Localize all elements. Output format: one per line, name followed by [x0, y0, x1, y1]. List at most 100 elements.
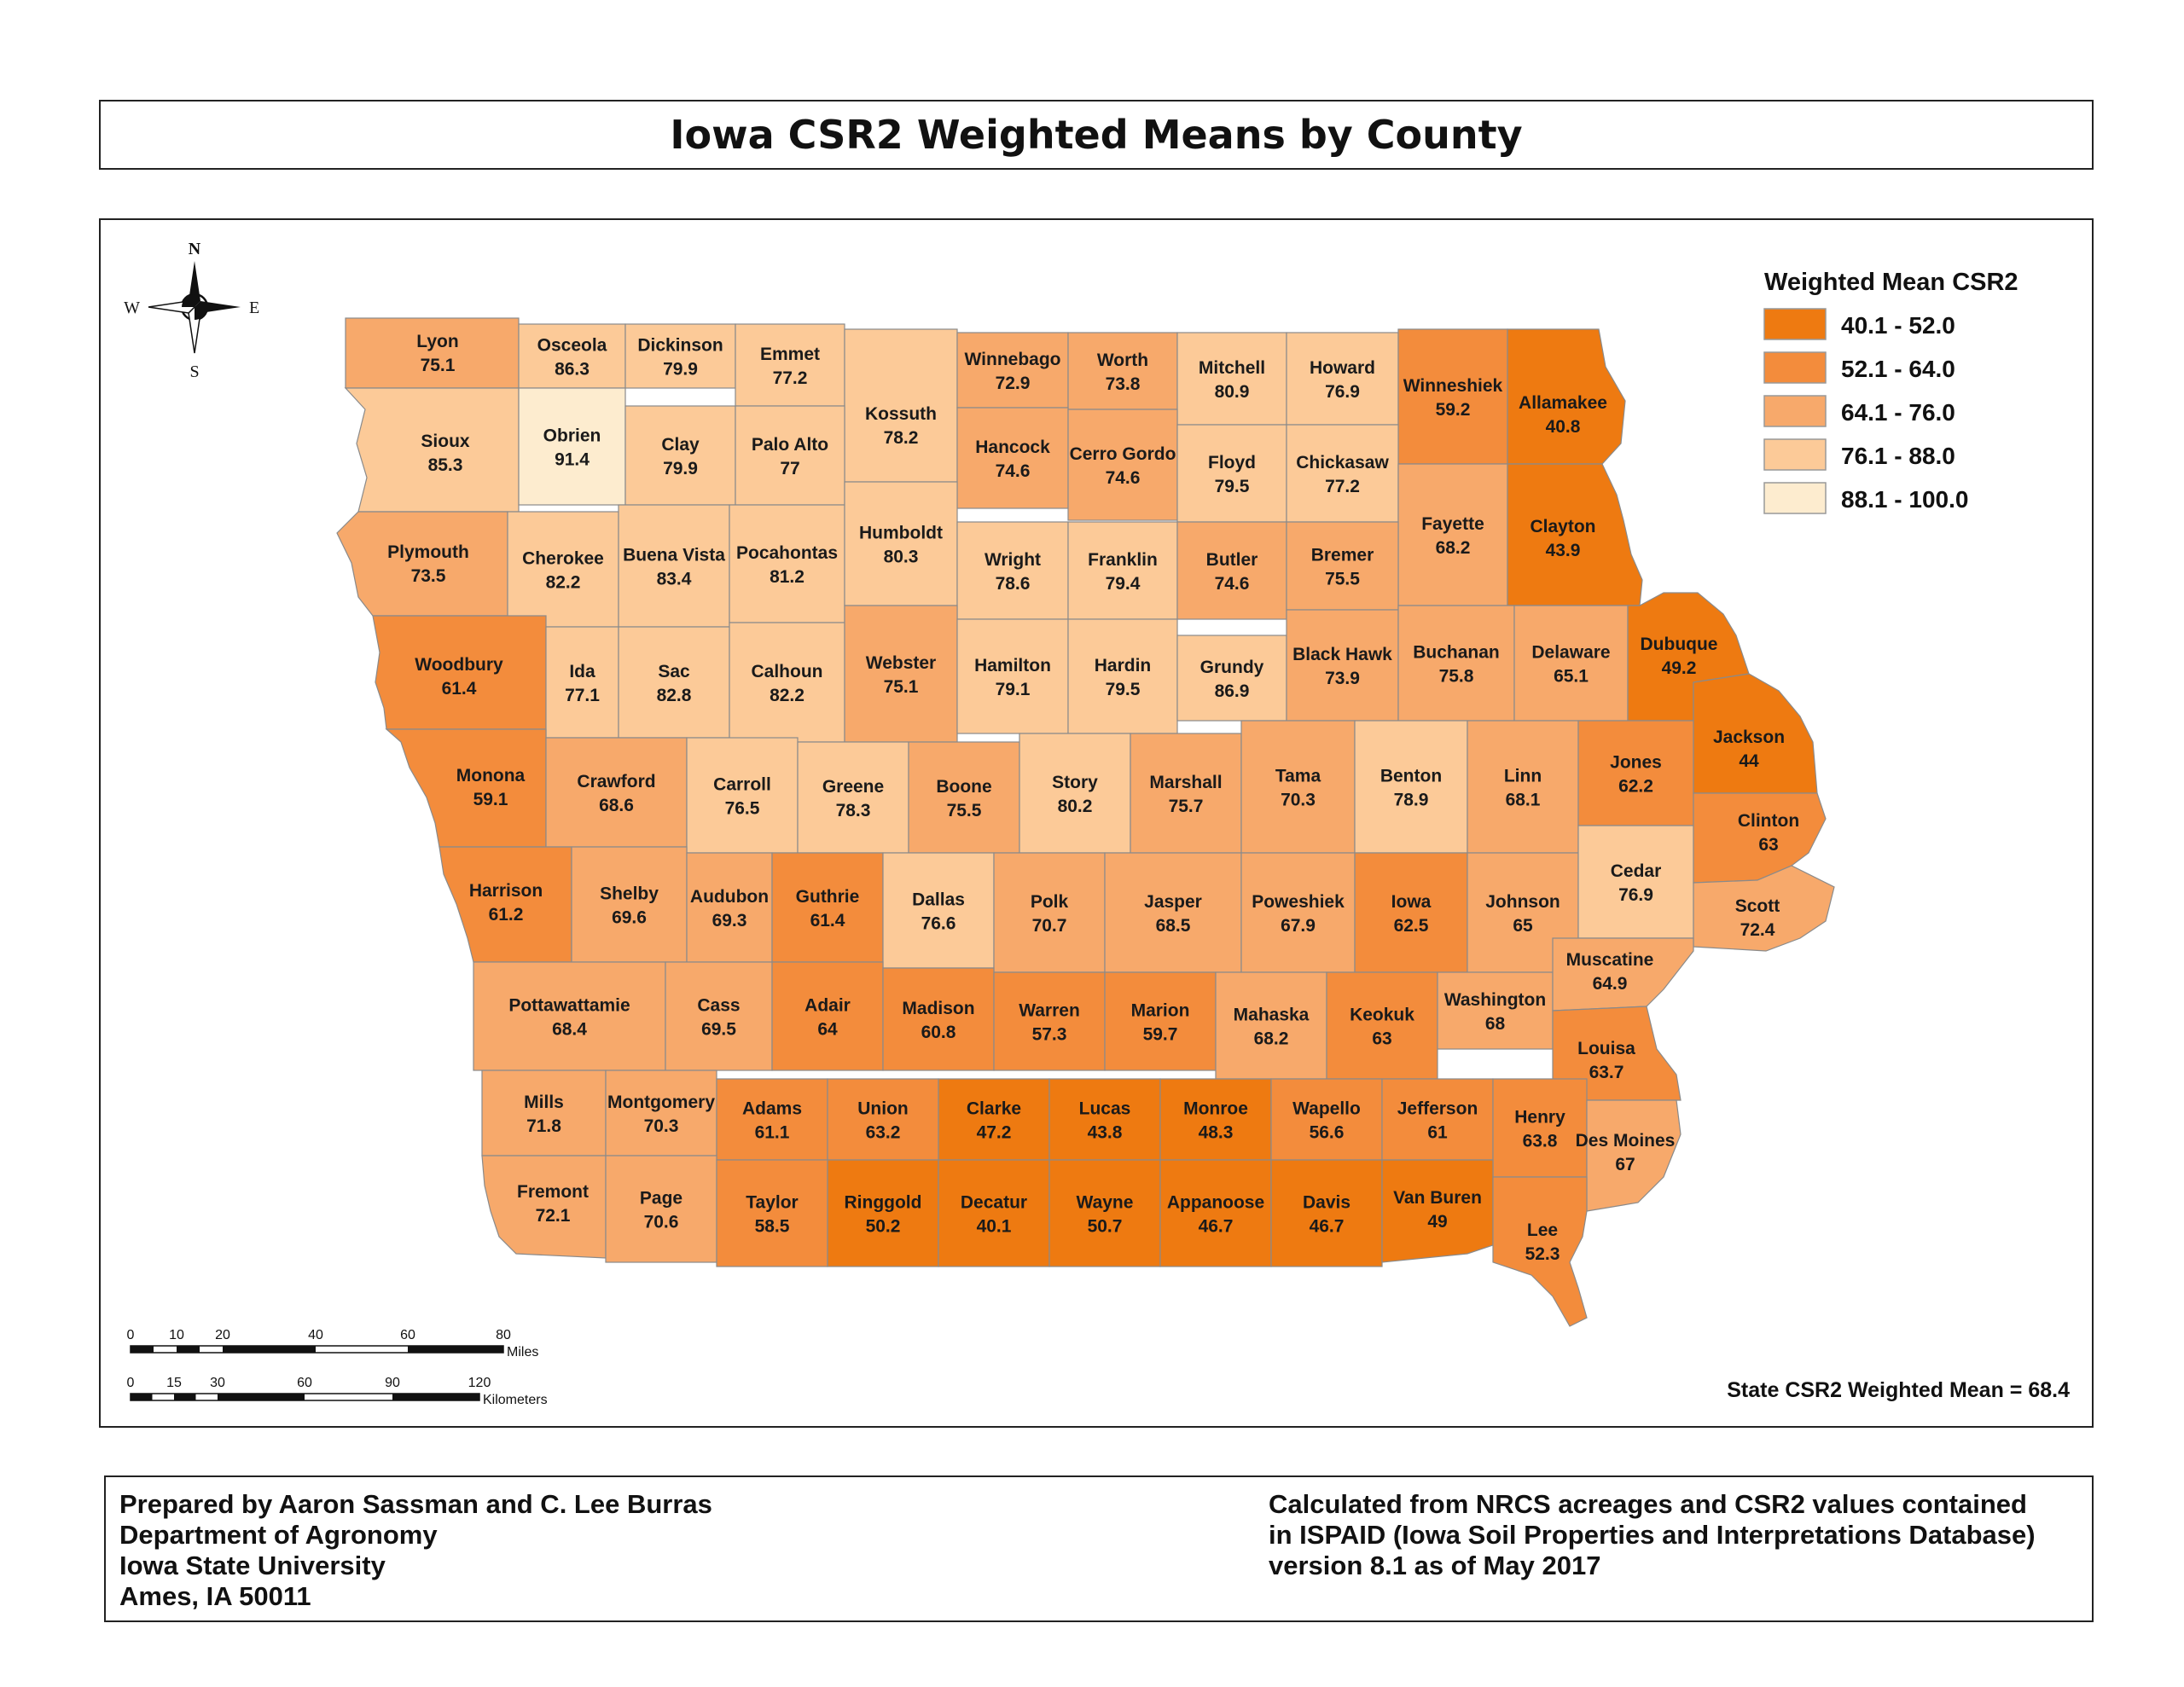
county-madison — [882, 967, 995, 1071]
county-webster — [844, 605, 958, 743]
county-name-harrison: Harrison — [469, 881, 543, 901]
county-name-pocahontas: Pocahontas — [736, 543, 838, 563]
legend-swatch-2 — [1763, 351, 1827, 384]
miles-tick-3: 40 — [308, 1328, 323, 1342]
county-value-poweshiek: 67.9 — [1281, 916, 1316, 936]
county-value-winneshiek: 59.2 — [1436, 400, 1471, 420]
county-value-monroe: 48.3 — [1199, 1123, 1234, 1143]
county-value-humboldt: 80.3 — [884, 548, 919, 567]
county-value-dubuque: 49.2 — [1662, 658, 1697, 678]
county-value-adair: 64 — [817, 1020, 838, 1040]
county-value-palo-alto: 77 — [780, 459, 799, 478]
county-value-fayette: 68.2 — [1436, 538, 1471, 558]
county-davis — [1270, 1159, 1383, 1267]
county-value-mitchell: 80.9 — [1215, 382, 1250, 402]
footer-left-line-3: Iowa State University — [119, 1551, 386, 1580]
county-name-butler: Butler — [1206, 550, 1258, 570]
county-name-page: Page — [640, 1189, 682, 1209]
county-layer — [336, 317, 1835, 1327]
county-name-jasper: Jasper — [1144, 892, 1202, 912]
county-name-mills: Mills — [524, 1093, 564, 1112]
county-name-polk: Polk — [1031, 892, 1069, 912]
county-franklin — [1067, 521, 1178, 620]
county-value-ida: 77.1 — [565, 686, 600, 705]
county-name-plymouth: Plymouth — [387, 542, 469, 562]
county-value-clinton: 63 — [1758, 835, 1778, 855]
county-name-obrien: Obrien — [543, 426, 601, 446]
county-name-winneshiek: Winneshiek — [1403, 376, 1503, 396]
county-mills — [481, 1070, 607, 1157]
county-name-madison: Madison — [902, 999, 974, 1018]
county-name-osceola: Osceola — [537, 336, 607, 356]
county-name-pottawattamie: Pottawattamie — [508, 996, 630, 1016]
county-value-crawford: 68.6 — [599, 796, 634, 815]
county-name-jefferson: Jefferson — [1397, 1099, 1478, 1119]
county-value-delaware: 65.1 — [1554, 667, 1589, 687]
county-jefferson — [1381, 1078, 1494, 1161]
county-value-monona: 59.1 — [473, 790, 508, 809]
county-value-black-hawk: 73.9 — [1325, 669, 1360, 688]
county-value-dallas: 76.6 — [921, 914, 956, 934]
county-value-benton: 78.9 — [1394, 791, 1429, 810]
miles-unit: Miles — [507, 1345, 538, 1359]
county-value-shelby: 69.6 — [612, 908, 647, 928]
footer-source: Calculated from NRCS acreages and CSR2 v… — [1269, 1489, 2036, 1581]
county-name-decatur: Decatur — [961, 1193, 1027, 1213]
county-decatur — [938, 1159, 1050, 1267]
county-greene — [797, 741, 909, 854]
county-worth — [1067, 332, 1178, 410]
county-keokuk — [1326, 971, 1438, 1080]
miles-bar-seg — [223, 1346, 316, 1353]
county-value-lyon: 75.1 — [421, 356, 456, 375]
county-name-jackson: Jackson — [1713, 728, 1785, 747]
footer-right-line-2: in ISPAID (Iowa Soil Properties and Inte… — [1269, 1520, 2036, 1550]
county-name-wapello: Wapello — [1292, 1099, 1361, 1119]
county-page — [605, 1155, 717, 1263]
county-union — [827, 1078, 939, 1161]
county-name-hamilton: Hamilton — [974, 656, 1051, 675]
county-value-emmet: 77.2 — [773, 368, 808, 388]
county-value-bremer: 75.5 — [1325, 570, 1360, 589]
county-value-hardin: 79.5 — [1106, 680, 1141, 699]
county-name-calhoun: Calhoun — [752, 662, 823, 681]
county-name-story: Story — [1052, 773, 1098, 792]
km-bar-seg — [392, 1394, 479, 1400]
county-value-kossuth: 78.2 — [884, 428, 919, 448]
county-value-wapello: 56.6 — [1310, 1123, 1345, 1143]
county-value-allamakee: 40.8 — [1546, 417, 1581, 437]
county-value-marshall: 75.7 — [1169, 797, 1204, 816]
county-clay — [624, 405, 736, 506]
km-tick-4: 90 — [385, 1376, 400, 1390]
county-value-henry: 63.8 — [1523, 1132, 1558, 1151]
county-value-fremont: 72.1 — [536, 1206, 571, 1226]
county-tama — [1240, 720, 1356, 854]
county-winnebago — [956, 332, 1069, 409]
title-box: Iowa CSR2 Weighted Means by County — [99, 100, 2094, 170]
county-wright — [956, 521, 1069, 620]
county-chickasaw — [1286, 424, 1399, 523]
km-tick-5: 120 — [468, 1376, 491, 1390]
footer-right-line-1: Calculated from NRCS acreages and CSR2 v… — [1269, 1489, 2027, 1519]
county-mahaska — [1215, 971, 1327, 1080]
county-buchanan — [1397, 605, 1515, 722]
county-value-clayton: 43.9 — [1546, 541, 1581, 560]
county-wapello — [1270, 1078, 1383, 1161]
county-name-allamakee: Allamakee — [1519, 393, 1607, 413]
county-buena-vista — [618, 504, 730, 628]
county-value-warren: 57.3 — [1032, 1025, 1067, 1045]
county-howard — [1286, 332, 1399, 426]
county-name-benton: Benton — [1380, 767, 1442, 786]
legend-label-4: 76.1 - 88.0 — [1841, 443, 1955, 469]
county-cherokee — [507, 511, 619, 628]
county-van-buren — [1381, 1159, 1494, 1263]
footer-credits: Prepared by Aaron Sassman and C. Lee Bur… — [119, 1489, 712, 1612]
county-name-hardin: Hardin — [1095, 656, 1152, 675]
county-name-keokuk: Keokuk — [1350, 1006, 1414, 1025]
county-name-palo-alto: Palo Alto — [752, 435, 828, 455]
km-bar-seg — [218, 1394, 305, 1400]
county-value-chickasaw: 77.2 — [1325, 477, 1360, 496]
county-value-clay: 79.9 — [663, 459, 698, 478]
county-value-marion: 59.7 — [1143, 1025, 1178, 1045]
km-tick-0: 0 — [127, 1376, 135, 1390]
